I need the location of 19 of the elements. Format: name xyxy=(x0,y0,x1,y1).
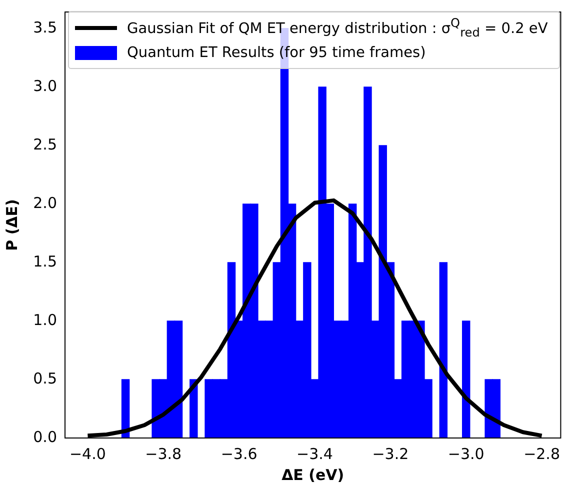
x-tick-label: −3.8 xyxy=(145,444,182,463)
y-tick-label: 1.0 xyxy=(33,310,57,329)
y-tick-label: 0.0 xyxy=(33,428,57,446)
legend-label: Gaussian Fit of QM ET energy distribution : σ$^{Q}$$_{red}$ = 0.2 eV xyxy=(127,16,548,40)
y-tick-label: 2.5 xyxy=(33,135,57,154)
x-tick-label: −3.6 xyxy=(220,444,258,463)
y-tick-label: 3.5 xyxy=(33,18,57,36)
y-axis-title: P (ΔE) xyxy=(2,199,21,251)
legend-label: Quantum ET Results (for 95 time frames) xyxy=(127,44,426,60)
y-tick-label: 2.0 xyxy=(33,194,57,212)
x-axis-title: ΔE (eV) xyxy=(282,466,344,484)
x-tick-label: −3.2 xyxy=(372,444,409,463)
x-tick-label: −3.4 xyxy=(296,444,333,463)
x-tick-label: −3.0 xyxy=(448,444,484,463)
y-tick-label: 0.5 xyxy=(33,369,57,388)
y-tick-label: 3.0 xyxy=(33,76,57,95)
x-tick-label: −2.8 xyxy=(524,444,560,463)
y-tick-label: 1.5 xyxy=(33,252,57,270)
x-tick-label: −4.0 xyxy=(69,444,106,463)
